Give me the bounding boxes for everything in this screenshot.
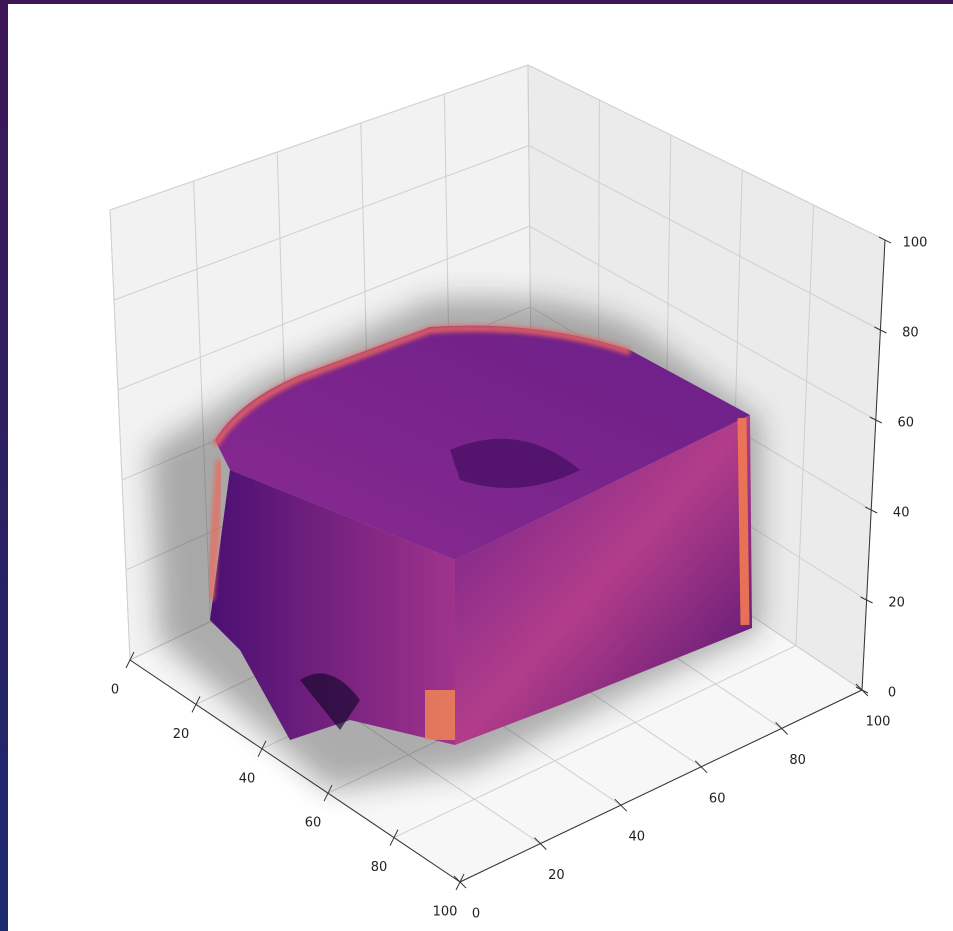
page: 020406080100020406080100020406080100 (()… — [0, 0, 953, 931]
x-tick-label: 0 — [111, 683, 119, 698]
z-tick-label: 60 — [898, 416, 915, 431]
x-tick-label: 100 — [433, 905, 458, 920]
z-tick-label: 0 — [888, 686, 896, 701]
z-tick-label: 80 — [902, 326, 919, 341]
x-tick-label: 40 — [239, 771, 256, 786]
y-tick-label: 80 — [789, 753, 806, 768]
y-tick-label: 40 — [629, 830, 646, 845]
y-tick-label: 0 — [472, 907, 480, 922]
z-tick-label: 20 — [888, 596, 905, 611]
y-tick-label: 60 — [709, 791, 726, 806]
z-tick-label: 100 — [903, 236, 928, 251]
voxel-hot — [425, 690, 455, 740]
x-tick-label: 80 — [371, 860, 388, 875]
y-tick-label: 20 — [548, 868, 565, 883]
x-tick-label: 20 — [173, 727, 190, 742]
voxel-rim — [742, 418, 745, 625]
z-tick-label: 40 — [893, 506, 910, 521]
x-tick-label: 60 — [305, 816, 322, 831]
chart: 0 20 40 60 80 100 0 20 40 60 80 100 0 20 40 60 80 100 — [0, 0, 953, 931]
y-tick-label: 100 — [866, 715, 891, 730]
